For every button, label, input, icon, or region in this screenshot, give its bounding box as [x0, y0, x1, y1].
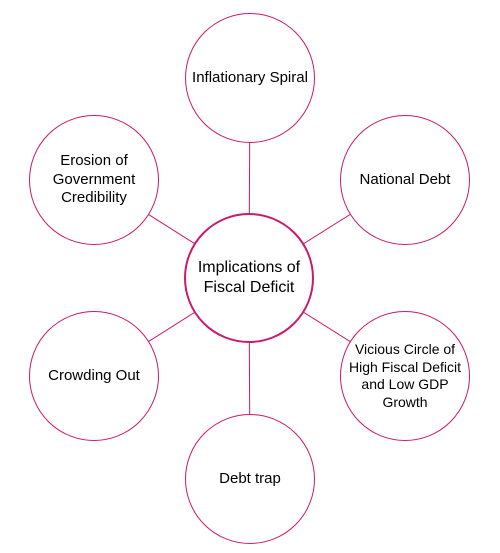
node-erosion: Erosion of Government Credibility [29, 115, 159, 245]
node-inflationary: Inflationary Spiral [185, 13, 315, 143]
node-national-debt-label: National Debt [354, 165, 457, 196]
node-vicious-label: Vicious Circle of High Fiscal Deficit an… [341, 335, 469, 417]
node-center-label: Implications of Fiscal Deficit [186, 252, 312, 304]
node-crowding-out-label: Crowding Out [42, 361, 146, 392]
diagram-canvas: Inflationary Spiral National Debt Vicious … [0, 0, 500, 553]
node-debt-trap-label: Debt trap [213, 464, 287, 495]
node-vicious: Vicious Circle of High Fiscal Deficit an… [340, 311, 470, 441]
node-erosion-label: Erosion of Government Credibility [30, 146, 158, 214]
node-debt-trap: Debt trap [185, 414, 315, 544]
node-national-debt: National Debt [340, 115, 470, 245]
node-center: Implications of Fiscal Deficit [184, 213, 314, 343]
node-inflationary-label: Inflationary Spiral [186, 63, 314, 94]
node-crowding-out: Crowding Out [29, 311, 159, 441]
